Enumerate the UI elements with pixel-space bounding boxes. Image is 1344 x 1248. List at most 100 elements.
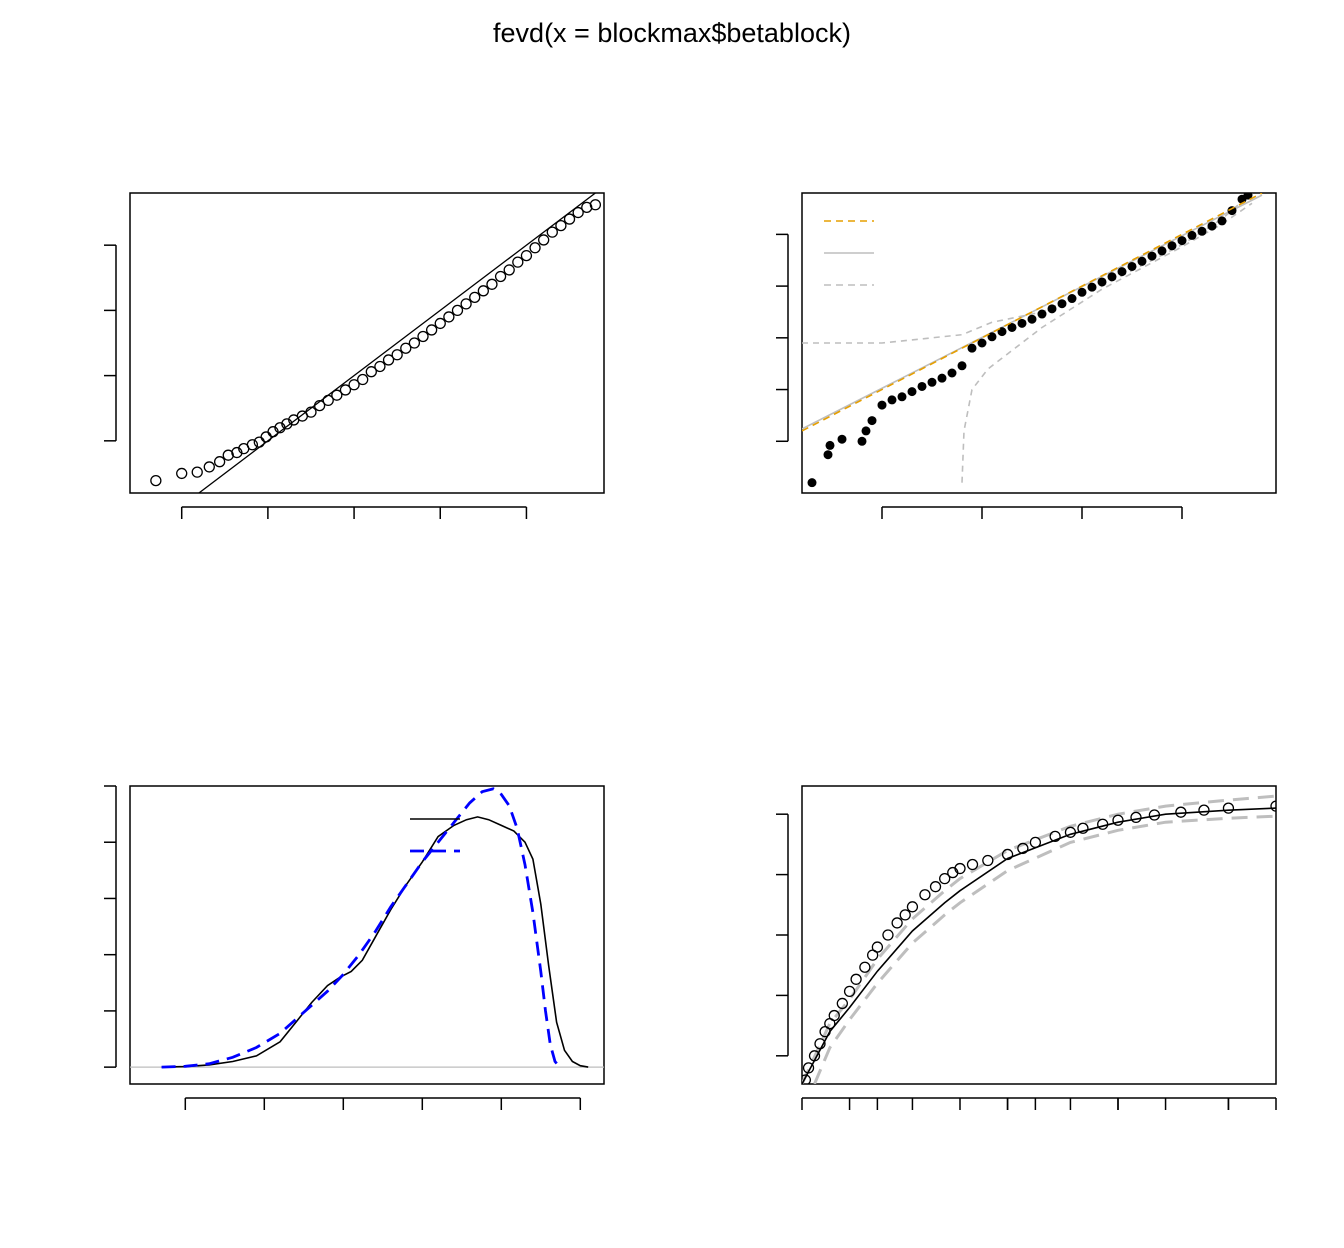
data-point xyxy=(850,973,862,985)
data-point xyxy=(1175,806,1187,818)
data-point xyxy=(957,361,967,371)
data-point xyxy=(1077,822,1089,834)
data-point xyxy=(887,395,897,405)
data-point xyxy=(572,206,584,219)
data-point xyxy=(1243,193,1253,200)
data-point xyxy=(520,249,533,262)
data-point xyxy=(1167,241,1177,251)
data-point xyxy=(191,466,203,478)
data-point xyxy=(503,264,515,276)
data-point xyxy=(802,1074,811,1084)
data-point xyxy=(897,392,907,402)
data-point xyxy=(1198,804,1210,816)
data-point xyxy=(891,917,903,929)
data-point xyxy=(374,360,386,373)
data-point xyxy=(837,434,847,444)
data-point xyxy=(823,450,833,460)
data-point xyxy=(1037,309,1047,319)
data-point xyxy=(274,422,286,434)
data-point xyxy=(267,426,279,438)
data-point xyxy=(1027,314,1037,324)
data-point xyxy=(425,324,438,336)
x-axis xyxy=(180,506,528,519)
data-point xyxy=(1222,802,1235,814)
confidence-band-lower xyxy=(961,202,1253,483)
page-title: fevd(x = blockmax$betablock) xyxy=(493,18,851,48)
data-point xyxy=(1137,256,1147,266)
data-point xyxy=(382,354,395,366)
plot-area xyxy=(802,193,1263,488)
data-point xyxy=(246,439,259,451)
data-point xyxy=(1087,282,1097,292)
data-point xyxy=(843,985,856,998)
data-point xyxy=(987,332,997,342)
data-point xyxy=(538,234,550,246)
data-point xyxy=(899,909,911,921)
data-point xyxy=(814,1038,826,1050)
data-point xyxy=(469,291,481,303)
data-point xyxy=(486,278,498,290)
data-point xyxy=(400,342,412,354)
data-point xyxy=(589,199,602,211)
data-point xyxy=(555,219,567,232)
modeled-density-line xyxy=(161,787,561,1069)
data-point xyxy=(512,256,524,268)
data-point xyxy=(1270,800,1276,812)
legend xyxy=(410,818,460,853)
data-point xyxy=(1217,216,1227,226)
data-point xyxy=(1148,809,1161,821)
return-level-line xyxy=(802,807,1276,1084)
data-point xyxy=(1064,826,1077,838)
y-axis xyxy=(776,233,789,443)
data-point xyxy=(906,901,919,913)
data-point xyxy=(919,889,931,901)
data-point xyxy=(1227,206,1237,216)
data-point xyxy=(563,213,576,225)
data-point xyxy=(859,961,871,973)
data-point xyxy=(1107,272,1117,282)
data-point xyxy=(1157,246,1167,256)
data-point xyxy=(1001,848,1014,861)
data-point xyxy=(213,456,226,468)
data-point xyxy=(929,881,942,893)
data-point xyxy=(954,862,966,875)
data-point xyxy=(857,436,867,446)
data-point xyxy=(882,929,894,941)
data-point xyxy=(460,298,472,310)
upper-ci-line xyxy=(802,794,1276,1084)
data-point xyxy=(546,226,558,238)
plot-frame xyxy=(129,192,605,494)
return-level-panel xyxy=(776,785,1277,1110)
empirical-density-line xyxy=(161,816,589,1068)
data-point xyxy=(825,440,835,450)
data-point xyxy=(927,377,937,387)
data-point xyxy=(443,311,455,323)
x-axis xyxy=(184,1097,582,1110)
data-point xyxy=(451,304,464,317)
data-point xyxy=(348,379,360,391)
one-to-one-line xyxy=(802,193,1263,432)
plot-area xyxy=(150,193,602,493)
x-axis xyxy=(881,506,1183,519)
data-point xyxy=(477,285,489,297)
data-point xyxy=(907,387,917,397)
data-point xyxy=(253,436,265,448)
data-point xyxy=(305,406,317,418)
data-point xyxy=(1147,251,1157,261)
data-point xyxy=(1077,287,1087,297)
data-point xyxy=(1097,277,1107,287)
data-point xyxy=(1007,322,1017,332)
data-point xyxy=(331,389,343,401)
data-point xyxy=(947,368,957,378)
data-point xyxy=(1017,318,1027,328)
data-point xyxy=(1130,811,1142,824)
data-point xyxy=(357,373,369,386)
data-point xyxy=(1047,304,1057,314)
data-point xyxy=(828,1009,840,1022)
data-point xyxy=(408,337,421,349)
data-point xyxy=(529,242,541,254)
data-point xyxy=(937,373,947,383)
data-point xyxy=(1067,294,1077,304)
data-point xyxy=(339,384,352,396)
data-point xyxy=(861,426,871,436)
